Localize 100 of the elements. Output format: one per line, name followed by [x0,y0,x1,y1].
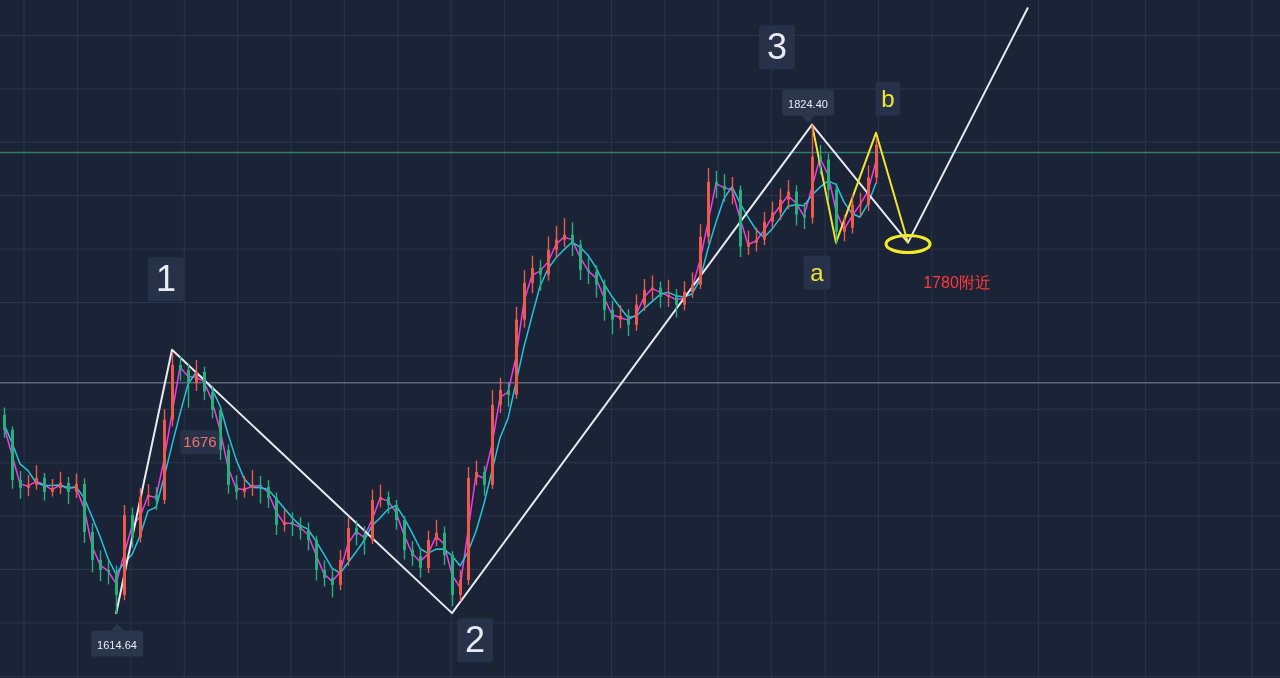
candlestick [11,425,14,490]
candlestick [267,479,270,509]
candlestick [459,569,462,602]
candlestick [763,211,766,246]
candlestick [515,306,518,400]
candlestick [299,516,302,541]
candlestick [43,472,46,502]
candlestick [483,465,486,497]
candlestick [99,549,102,582]
candlestick [403,515,406,561]
candlestick [755,227,758,253]
candlestick [667,279,670,308]
candlestick [323,559,326,588]
candlestick [523,269,526,329]
candlestick [491,389,494,490]
candlestick [747,230,750,256]
candlestick [547,235,550,282]
candlestick [283,508,286,533]
candlestick [723,173,726,203]
candlestick [843,214,846,242]
candlestick [19,470,22,500]
candlestick [827,152,830,202]
candlestick [787,179,790,211]
annotation: 1676 [183,433,217,451]
candlestick [123,504,126,601]
candlestick [3,406,6,439]
candlestick [507,381,510,408]
candlestick [619,304,622,329]
candlestick [339,549,342,591]
candlestick [867,164,870,212]
candlestick [427,530,430,574]
candlestick [347,517,350,567]
candlestick [155,486,158,511]
candlestick [315,534,318,582]
candlestick [811,123,814,225]
text: 1824.40 [788,97,828,110]
candlestick [499,377,502,414]
candlestick [803,202,806,230]
candlestick [779,187,782,221]
candlestick [835,182,838,246]
candlestick [435,519,438,547]
candlestick [675,288,678,319]
candlestick [555,225,558,259]
annotation: a [810,258,824,286]
candlestick [475,459,478,486]
candlestick [419,547,422,579]
candlestick [251,469,254,497]
candlestick [731,176,734,206]
candlestick [91,522,94,574]
candlestick [107,558,110,586]
candlestick [331,567,334,599]
candlestick [627,308,630,337]
candlestick [275,491,278,536]
candlestick [75,472,78,499]
candlestick [603,278,606,322]
candlestick [379,483,382,509]
candlestick [235,474,238,500]
candlestick [587,256,590,285]
candlestick [131,506,134,549]
text: b [881,84,895,112]
candlestick [411,540,414,567]
candlestick [355,519,358,546]
candlestick [211,385,214,420]
candlestick [643,278,646,312]
candlestick [243,475,246,499]
annotation: 1 [155,258,177,300]
candlestick [443,525,446,566]
candlestick [715,170,718,199]
candlestick [595,264,598,299]
candlestick [563,217,566,248]
candlestick [611,300,614,336]
candlestick [171,351,174,428]
candlestick [571,221,574,257]
candlestick [203,366,206,401]
candlestick [179,356,182,382]
candlestick [195,359,198,392]
candlestick [635,293,638,332]
candlestick [707,167,710,245]
candlestick [539,259,542,292]
candlestick [259,475,262,505]
candlestick [691,271,694,299]
candlestick [27,474,30,497]
candlestick [739,184,742,258]
candlestick [451,550,454,608]
candlestick [187,362,190,409]
candlestick [859,192,862,218]
candlestick [819,144,822,176]
candlestick [83,477,86,544]
annotation: 1780附近 [923,274,991,292]
candlestick [67,476,70,505]
candlestick [227,443,230,495]
text: 2 [464,619,486,661]
candlestick [115,564,118,615]
candlestick [795,184,798,227]
candlestick [851,193,854,235]
candlestick [387,490,390,515]
candlestick [771,200,774,230]
candlestick [307,521,310,552]
text: 3 [766,26,788,68]
candlestick [683,280,686,312]
